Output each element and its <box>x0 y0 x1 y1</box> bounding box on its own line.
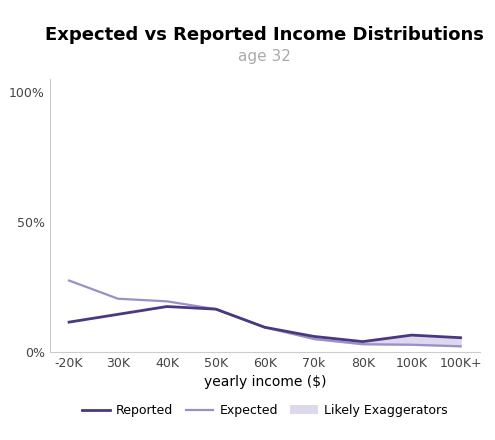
Text: age 32: age 32 <box>239 49 291 64</box>
X-axis label: yearly income ($): yearly income ($) <box>203 375 326 389</box>
Legend: Reported, Expected, Likely Exaggerators: Reported, Expected, Likely Exaggerators <box>77 399 452 422</box>
Title: Expected vs Reported Income Distributions: Expected vs Reported Income Distribution… <box>46 26 484 44</box>
